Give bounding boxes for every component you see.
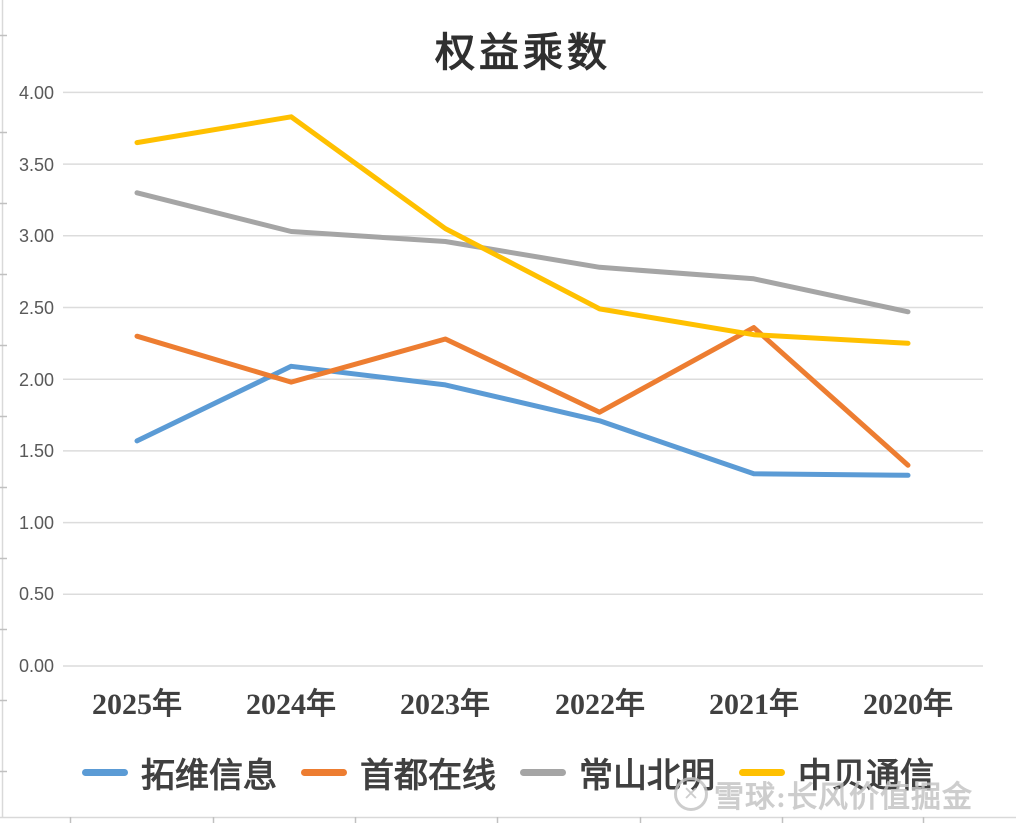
- series-line: [134, 114, 911, 346]
- frame-tick-marks: [0, 34, 925, 823]
- y-tick-label: 3.50: [18, 155, 54, 175]
- legend-label: 常山北明: [579, 757, 715, 795]
- x-tick-label: 2022年: [555, 688, 645, 721]
- legend-label: 首都在线: [360, 757, 496, 795]
- legend-line-swatch: [82, 768, 128, 776]
- legend-label: 中贝通信: [798, 757, 934, 795]
- legend-item: 常山北明: [520, 748, 715, 797]
- y-tick-label: 0.00: [18, 656, 54, 676]
- legend-item: 中贝通信: [739, 748, 934, 797]
- legend-line-swatch: [301, 768, 347, 776]
- y-tick-label: 4.00: [18, 83, 54, 103]
- series-line: [134, 325, 911, 468]
- x-tick-label: 2023年: [400, 688, 490, 721]
- legend: 拓维信息 首都在线 常山北明 中贝通信: [0, 744, 1016, 800]
- series-line: [134, 190, 911, 315]
- legend-item: 拓维信息: [82, 748, 277, 797]
- y-tick-label: 1.50: [18, 441, 54, 461]
- chart-title: 权益乘数: [435, 30, 611, 75]
- series-line: [134, 363, 911, 478]
- x-tick-label: 2020年: [863, 688, 953, 721]
- y-tick-label: 0.50: [18, 584, 54, 604]
- y-tick-label: 1.00: [18, 513, 54, 533]
- x-tick-label: 2021年: [709, 688, 799, 721]
- legend-line-swatch: [739, 768, 785, 776]
- y-tick-label: 2.50: [18, 298, 54, 318]
- x-tick-label: 2025年: [92, 688, 182, 721]
- gridlines: [63, 91, 983, 667]
- x-tick-label: 2024年: [246, 688, 336, 721]
- legend-label: 拓维信息: [141, 757, 277, 795]
- data-series-lines: [134, 114, 911, 478]
- legend-item: 首都在线: [301, 748, 496, 797]
- legend-line-swatch: [520, 768, 566, 776]
- y-tick-label: 3.00: [18, 226, 54, 246]
- y-tick-label: 2.00: [18, 370, 54, 390]
